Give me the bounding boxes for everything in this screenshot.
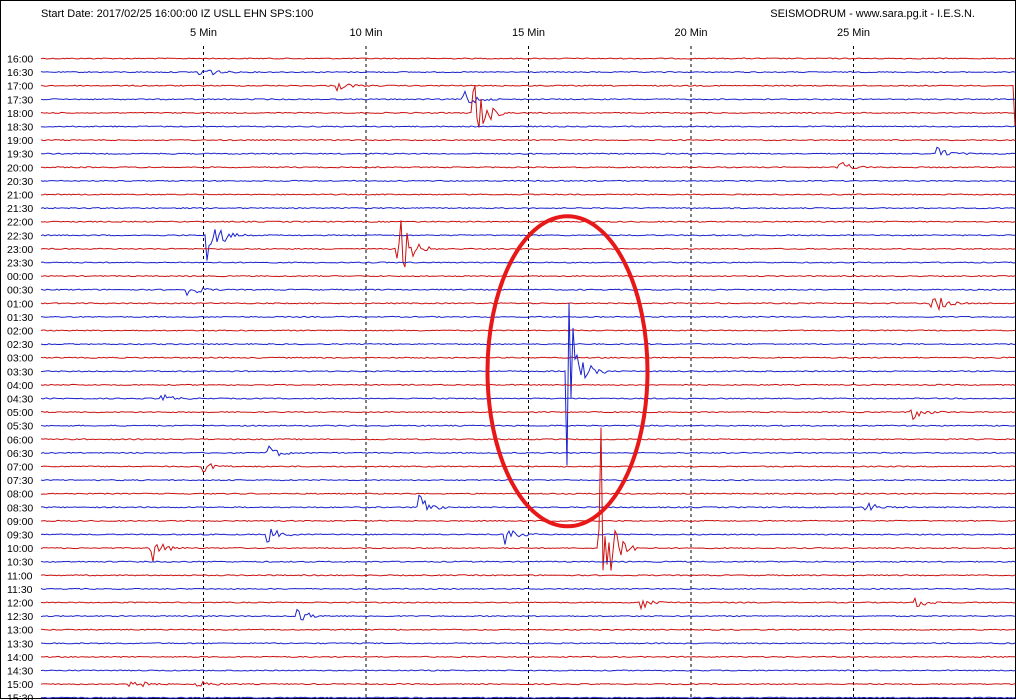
trace-row-0530: [41, 425, 1015, 426]
row-time-label: 00:30: [7, 285, 33, 297]
row-time-label: 10:00: [7, 543, 33, 555]
x-tick-label: 10 Min: [349, 27, 382, 39]
row-time-label: 08:30: [7, 502, 33, 514]
trace-row-1900: [41, 140, 1015, 141]
row-time-label: 05:30: [7, 421, 33, 433]
row-time-label: 23:30: [7, 258, 33, 270]
row-time-label: 06:00: [7, 434, 33, 446]
row-time-label: 02:30: [7, 339, 33, 351]
trace-row-0000: [41, 276, 1015, 277]
trace-row-0930: [41, 529, 1015, 545]
row-time-label: 07:00: [7, 462, 33, 474]
row-time-label: 07:30: [7, 475, 33, 487]
trace-row-2030: [41, 180, 1015, 181]
row-time-label: 20:00: [7, 162, 33, 174]
minute-tick-labels: 5 Min 10 Min 15 Min 20 Min 25 Min: [190, 27, 870, 39]
row-time-label: 12:30: [7, 611, 33, 623]
trace-row-0730: [41, 480, 1015, 481]
row-time-label: 01:30: [7, 312, 33, 324]
trace-row-0800: [41, 493, 1015, 494]
row-time-label: 17:00: [7, 81, 33, 93]
row-time-label: 13:30: [7, 638, 33, 650]
row-time-label: 14:30: [7, 666, 33, 678]
row-time-label: 18:00: [7, 108, 33, 120]
row-time-label: 05:00: [7, 407, 33, 419]
trace-row-1130: [41, 588, 1015, 589]
row-time-label: 15:00: [7, 679, 33, 691]
row-time-label: 22:30: [7, 230, 33, 242]
row-time-label: 12:00: [7, 598, 33, 610]
trace-row-0230: [41, 344, 1015, 345]
trace-row-2100: [41, 194, 1015, 195]
row-time-label: 03:30: [7, 366, 33, 378]
row-time-label: 09:00: [7, 516, 33, 528]
row-time-label: 13:00: [7, 625, 33, 637]
row-time-label: 16:00: [7, 54, 33, 66]
x-tick-label: 25 Min: [837, 27, 870, 39]
row-time-label: 21:00: [7, 190, 33, 202]
row-time-label: 03:00: [7, 353, 33, 365]
row-time-label: 11:30: [7, 584, 33, 596]
row-time-label: 17:30: [7, 94, 33, 106]
trace-row-1400: [41, 656, 1015, 657]
row-time-label: 22:00: [7, 217, 33, 229]
row-time-label: 04:00: [7, 380, 33, 392]
row-time-label: 04:30: [7, 394, 33, 406]
row-time-label: 09:30: [7, 530, 33, 542]
row-time-label: 02:00: [7, 326, 33, 338]
trace-row-1300: [41, 629, 1015, 630]
trace-row-0400: [41, 384, 1015, 385]
x-tick-label: 5 Min: [190, 27, 217, 39]
trace-row-2130: [41, 208, 1015, 209]
row-time-label: 23:00: [7, 244, 33, 256]
x-tick-label: 15 Min: [512, 27, 545, 39]
row-time-label: 00:00: [7, 271, 33, 283]
trace-row-1530: [41, 697, 1015, 698]
x-tick-label: 20 Min: [674, 27, 707, 39]
row-time-label: 19:00: [7, 135, 33, 147]
row-time-label: 19:30: [7, 149, 33, 161]
row-time-label: 11:00: [7, 570, 33, 582]
row-time-label: 10:30: [7, 557, 33, 569]
row-time-label: 01:00: [7, 298, 33, 310]
row-time-label: 21:30: [7, 203, 33, 215]
trace-row-1030: [41, 561, 1015, 562]
row-time-label: 06:30: [7, 448, 33, 460]
row-time-label: 16:30: [7, 67, 33, 79]
trace-row-0300: [41, 357, 1015, 358]
row-time-label: 18:30: [7, 122, 33, 134]
row-time-label: 14:00: [7, 652, 33, 664]
row-time-label: 08:00: [7, 489, 33, 501]
row-time-label: 20:30: [7, 176, 33, 188]
trace-row-2200: [41, 221, 1015, 222]
